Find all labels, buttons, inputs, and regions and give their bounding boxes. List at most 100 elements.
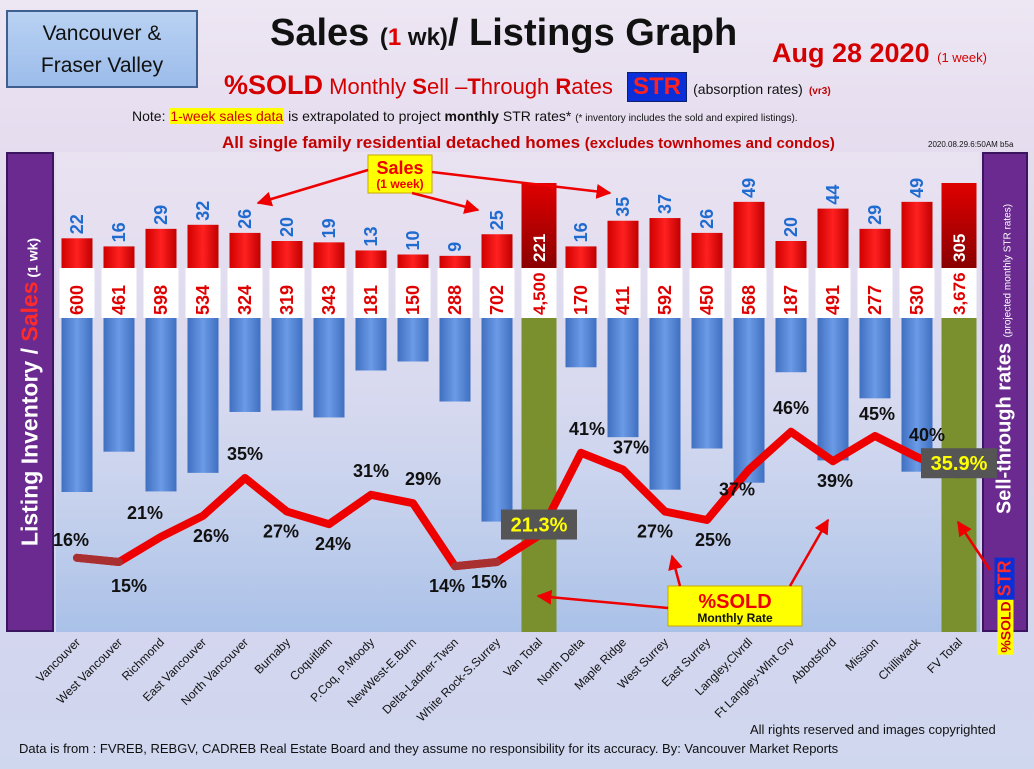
date-value: Aug 28 2020 <box>772 38 930 68</box>
str-pct-label: 15% <box>471 572 507 592</box>
str-pct-label: 40% <box>909 425 945 445</box>
sfd-subtitle: All single family residential detached h… <box>222 133 835 153</box>
note-highlight: 1-week sales data <box>169 108 285 124</box>
sales-value-label: 221 <box>530 234 549 262</box>
category-label: Abbotsford <box>788 635 839 686</box>
sales-value-label: 25 <box>487 210 507 230</box>
sales-bar <box>145 228 177 268</box>
inventory-value-label: 534 <box>193 285 213 315</box>
sold-ell: ell – <box>426 74 468 99</box>
sales-value-label: 44 <box>823 185 843 205</box>
note-prefix: Note: <box>132 108 170 124</box>
str-pct-label: 35% <box>227 444 263 464</box>
str-pct-label: 29% <box>405 469 441 489</box>
inventory-value-label: 4,500 <box>530 272 549 315</box>
str-pct-label: 24% <box>315 534 351 554</box>
inventory-label-bg <box>59 268 95 318</box>
inventory-bar <box>439 318 471 402</box>
sales-value-label: 49 <box>907 178 927 198</box>
timestamp: 2020.08.29.6:50AM b5a <box>928 140 1014 149</box>
copyright-note: All rights reserved and images copyright… <box>750 722 996 737</box>
inventory-value-label: 592 <box>655 285 675 315</box>
total-pct-box <box>501 509 577 540</box>
str-badge: STR <box>627 72 687 102</box>
inventory-label-bg <box>731 268 767 318</box>
sold-s: S <box>412 74 427 99</box>
sales-bar <box>521 183 557 268</box>
inventory-label-bg <box>521 268 557 318</box>
inventory-label-bg <box>227 268 263 318</box>
sold-callout-arrow <box>668 554 683 587</box>
category-label: Delta-Ladner-Twsn <box>380 635 462 717</box>
category-label: Burnaby <box>252 635 294 677</box>
str-line-dip <box>451 558 501 571</box>
inventory-label-bg <box>437 268 473 318</box>
sales-value-label: 305 <box>950 234 969 262</box>
inventory-label-bg <box>311 268 347 318</box>
sold-callout-line1: %SOLD <box>698 591 771 613</box>
inventory-value-label: 461 <box>109 285 129 315</box>
sales-bar <box>565 246 597 268</box>
inventory-bar <box>397 318 429 362</box>
sold-ates: ates <box>571 74 619 99</box>
str-pct-label: 31% <box>353 461 389 481</box>
date-label: Aug 28 2020 (1 week) <box>772 38 987 69</box>
note-middle: is extrapolated to project <box>284 108 445 124</box>
sales-bar <box>313 242 345 268</box>
sales-value-label: 37 <box>655 194 675 214</box>
inventory-label-bg <box>941 268 977 318</box>
inventory-bar <box>313 318 345 418</box>
category-label: Ft Langley-Wlnt Grv <box>712 635 797 720</box>
inventory-value-label: 324 <box>235 285 255 315</box>
inventory-bar <box>481 318 513 522</box>
inventory-bar <box>607 318 639 438</box>
inventory-bar <box>103 318 135 452</box>
sales-bar <box>439 255 471 268</box>
sales-value-label: 16 <box>109 222 129 242</box>
inventory-bar <box>859 318 891 399</box>
sales-bar <box>607 220 639 268</box>
sales-bar <box>941 183 977 268</box>
sold-hrough: hrough <box>480 74 556 99</box>
inventory-label-bg <box>269 268 305 318</box>
right-axis-banner: Sell-through rates (projected monthly ST… <box>982 152 1028 655</box>
inventory-bar <box>187 318 219 473</box>
inventory-label-bg <box>899 268 935 318</box>
sales-value-label: 32 <box>193 201 213 221</box>
note-tiny: (* inventory includes the sold and expir… <box>575 113 798 124</box>
inventory-value-label: 288 <box>445 285 465 315</box>
sales-value-label: 20 <box>781 217 801 237</box>
sales-value-label: 16 <box>571 222 591 242</box>
region-line-2: Fraser Valley <box>40 54 164 77</box>
str-pct-label: 46% <box>773 398 809 418</box>
sales-value-label: 26 <box>235 209 255 229</box>
sales-value-label: 9 <box>445 242 465 252</box>
str-line <box>73 427 963 571</box>
sales-callout-box <box>367 154 433 194</box>
str-pct-label: 21% <box>127 503 163 523</box>
sales-value-label: 35 <box>613 197 633 217</box>
title-part-2: / Listings Graph <box>447 12 738 54</box>
sales-bar <box>649 218 681 268</box>
inventory-bar <box>565 318 597 368</box>
inventory-value-label: 319 <box>277 285 297 315</box>
inventory-bar <box>229 318 261 412</box>
inventory-label-bg <box>689 268 725 318</box>
note-bold: monthly <box>444 108 499 124</box>
inventory-value-label: 277 <box>865 285 885 315</box>
sales-bar <box>733 201 765 268</box>
sales-value-label: 13 <box>361 226 381 246</box>
inventory-label-bg <box>815 268 851 318</box>
str-pct-label: 25% <box>695 530 731 550</box>
sold-label: %SOLD <box>224 70 324 100</box>
sold-t: T <box>467 74 481 99</box>
note-line: Note: 1-week sales data is extrapolated … <box>132 108 798 124</box>
sales-bar <box>229 232 261 268</box>
sales-value-label: 19 <box>319 218 339 238</box>
inventory-label-bg <box>395 268 431 318</box>
inventory-value-label: 343 <box>319 285 339 315</box>
inventory-value-label: 150 <box>403 285 423 315</box>
inventory-value-label: 187 <box>781 285 801 315</box>
sales-bar <box>397 254 429 268</box>
region-box: Vancouver & Fraser Valley <box>6 10 198 88</box>
